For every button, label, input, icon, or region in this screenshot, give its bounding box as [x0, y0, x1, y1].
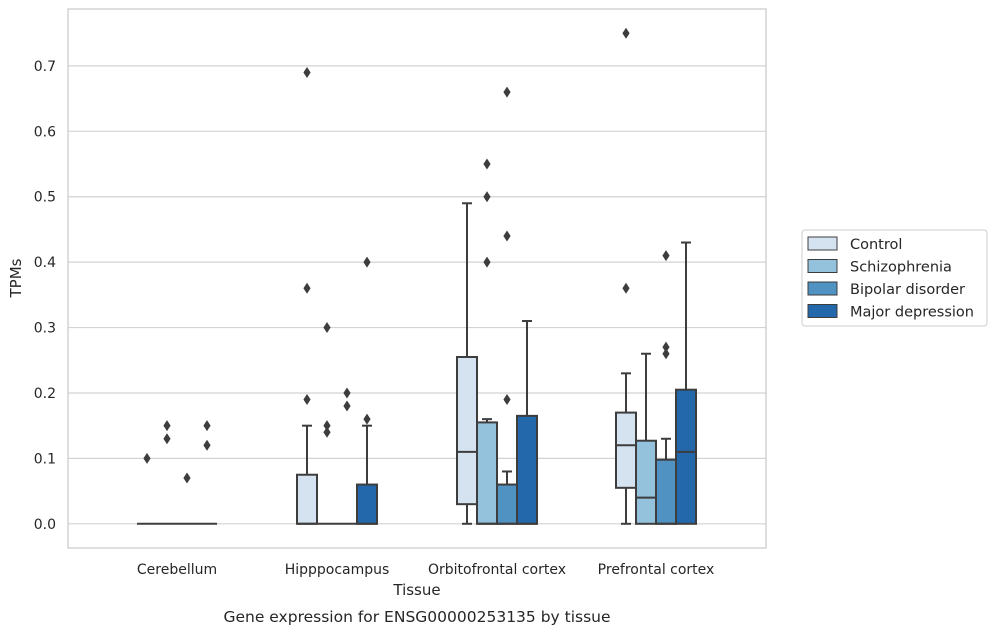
- x-tick-label: Hipppocampus: [285, 562, 390, 578]
- box-0-2: [456, 202, 478, 525]
- y-tick-label: 0.3: [34, 321, 56, 337]
- box-3-0: [197, 420, 217, 525]
- box-body: [296, 473, 318, 525]
- outlier-point: [622, 282, 630, 294]
- outlier-point: [323, 420, 331, 432]
- box-3-1: [356, 256, 378, 525]
- outlier-point: [483, 191, 491, 203]
- chart-caption: Gene expression for ENSG00000253135 by t…: [223, 608, 610, 626]
- outlier-point: [662, 250, 670, 262]
- outlier-point: [203, 420, 211, 432]
- box-3-2: [516, 320, 538, 525]
- outlier-point: [662, 348, 670, 360]
- legend-label: Control: [850, 237, 902, 253]
- box-body: [655, 458, 677, 525]
- box-body: [675, 388, 697, 525]
- box-1-0: [157, 420, 177, 525]
- y-tick-label: 0.2: [34, 386, 56, 402]
- box-1-2: [476, 158, 498, 525]
- y-tick-label: 0.1: [34, 451, 56, 467]
- legend-label: Schizophrenia: [850, 260, 952, 276]
- x-tick-label: Cerebellum: [137, 562, 217, 578]
- outlier-point: [343, 387, 351, 399]
- legend-swatch: [807, 259, 838, 273]
- y-tick-label: 0.0: [34, 517, 56, 533]
- y-tick-labels: 0.0 0.1 0.2 0.3 0.4 0.5 0.6 0.7: [34, 59, 56, 533]
- box-1-3: [635, 352, 657, 525]
- outlier-point: [163, 420, 171, 432]
- legend-swatch: [807, 236, 838, 251]
- x-tick-labels: Cerebellum Hipppocampus Orbitofrontal cort…: [137, 562, 714, 578]
- outlier-point: [183, 472, 191, 484]
- legend-frame: [801, 229, 988, 327]
- outlier-point: [303, 66, 311, 78]
- boxes: [137, 27, 697, 525]
- legend-swatch: [807, 304, 838, 318]
- box-3-3: [675, 241, 697, 525]
- legend: Control Schizophrenia Bipolar disorder Majo…: [801, 229, 988, 327]
- box-body: [456, 355, 478, 506]
- box-body: [356, 483, 378, 525]
- outlier-point: [343, 400, 351, 412]
- outlier-point: [363, 256, 371, 268]
- outlier-point: [503, 394, 511, 406]
- x-tick-label: Orbitofrontal cortex: [428, 562, 566, 578]
- box-1-1: [317, 322, 337, 525]
- box-2-0: [177, 472, 197, 525]
- box-body: [635, 439, 657, 525]
- outlier-point: [662, 341, 670, 353]
- box-2-3: [655, 250, 677, 525]
- outlier-point: [303, 394, 311, 406]
- outlier-point: [143, 452, 151, 464]
- y-tick-label: 0.4: [34, 255, 56, 271]
- box-body: [476, 421, 498, 525]
- outlier-point: [503, 230, 511, 242]
- outlier-point: [163, 433, 171, 445]
- legend-label: Major depression: [850, 305, 974, 321]
- y-tick-label: 0.5: [34, 190, 56, 206]
- outlier-point: [203, 439, 211, 451]
- y-tick-label: 0.6: [34, 124, 56, 140]
- box-0-1: [296, 66, 318, 525]
- outlier-point: [363, 413, 371, 425]
- outlier-point: [303, 282, 311, 294]
- box-body: [496, 483, 518, 525]
- y-axis-label: TPMs: [7, 258, 25, 298]
- box-0-0: [137, 452, 157, 525]
- legend-swatch: [807, 281, 838, 296]
- x-tick-label: Prefrontal cortex: [598, 562, 715, 578]
- outlier-point: [323, 426, 331, 438]
- box-body: [516, 414, 538, 525]
- box-0-3: [615, 27, 637, 525]
- plot-frame: [67, 8, 767, 549]
- outlier-point: [483, 158, 491, 170]
- legend-label: Bipolar disorder: [850, 282, 965, 298]
- box-body: [615, 411, 637, 489]
- outlier-point: [503, 86, 511, 98]
- outlier-point: [323, 322, 331, 334]
- outlier-point: [483, 256, 491, 268]
- grid-lines: [68, 65, 766, 525]
- outlier-point: [622, 27, 630, 39]
- x-axis-label: Tissue: [392, 581, 440, 599]
- box-2-1: [337, 387, 357, 525]
- y-tick-label: 0.7: [34, 59, 56, 75]
